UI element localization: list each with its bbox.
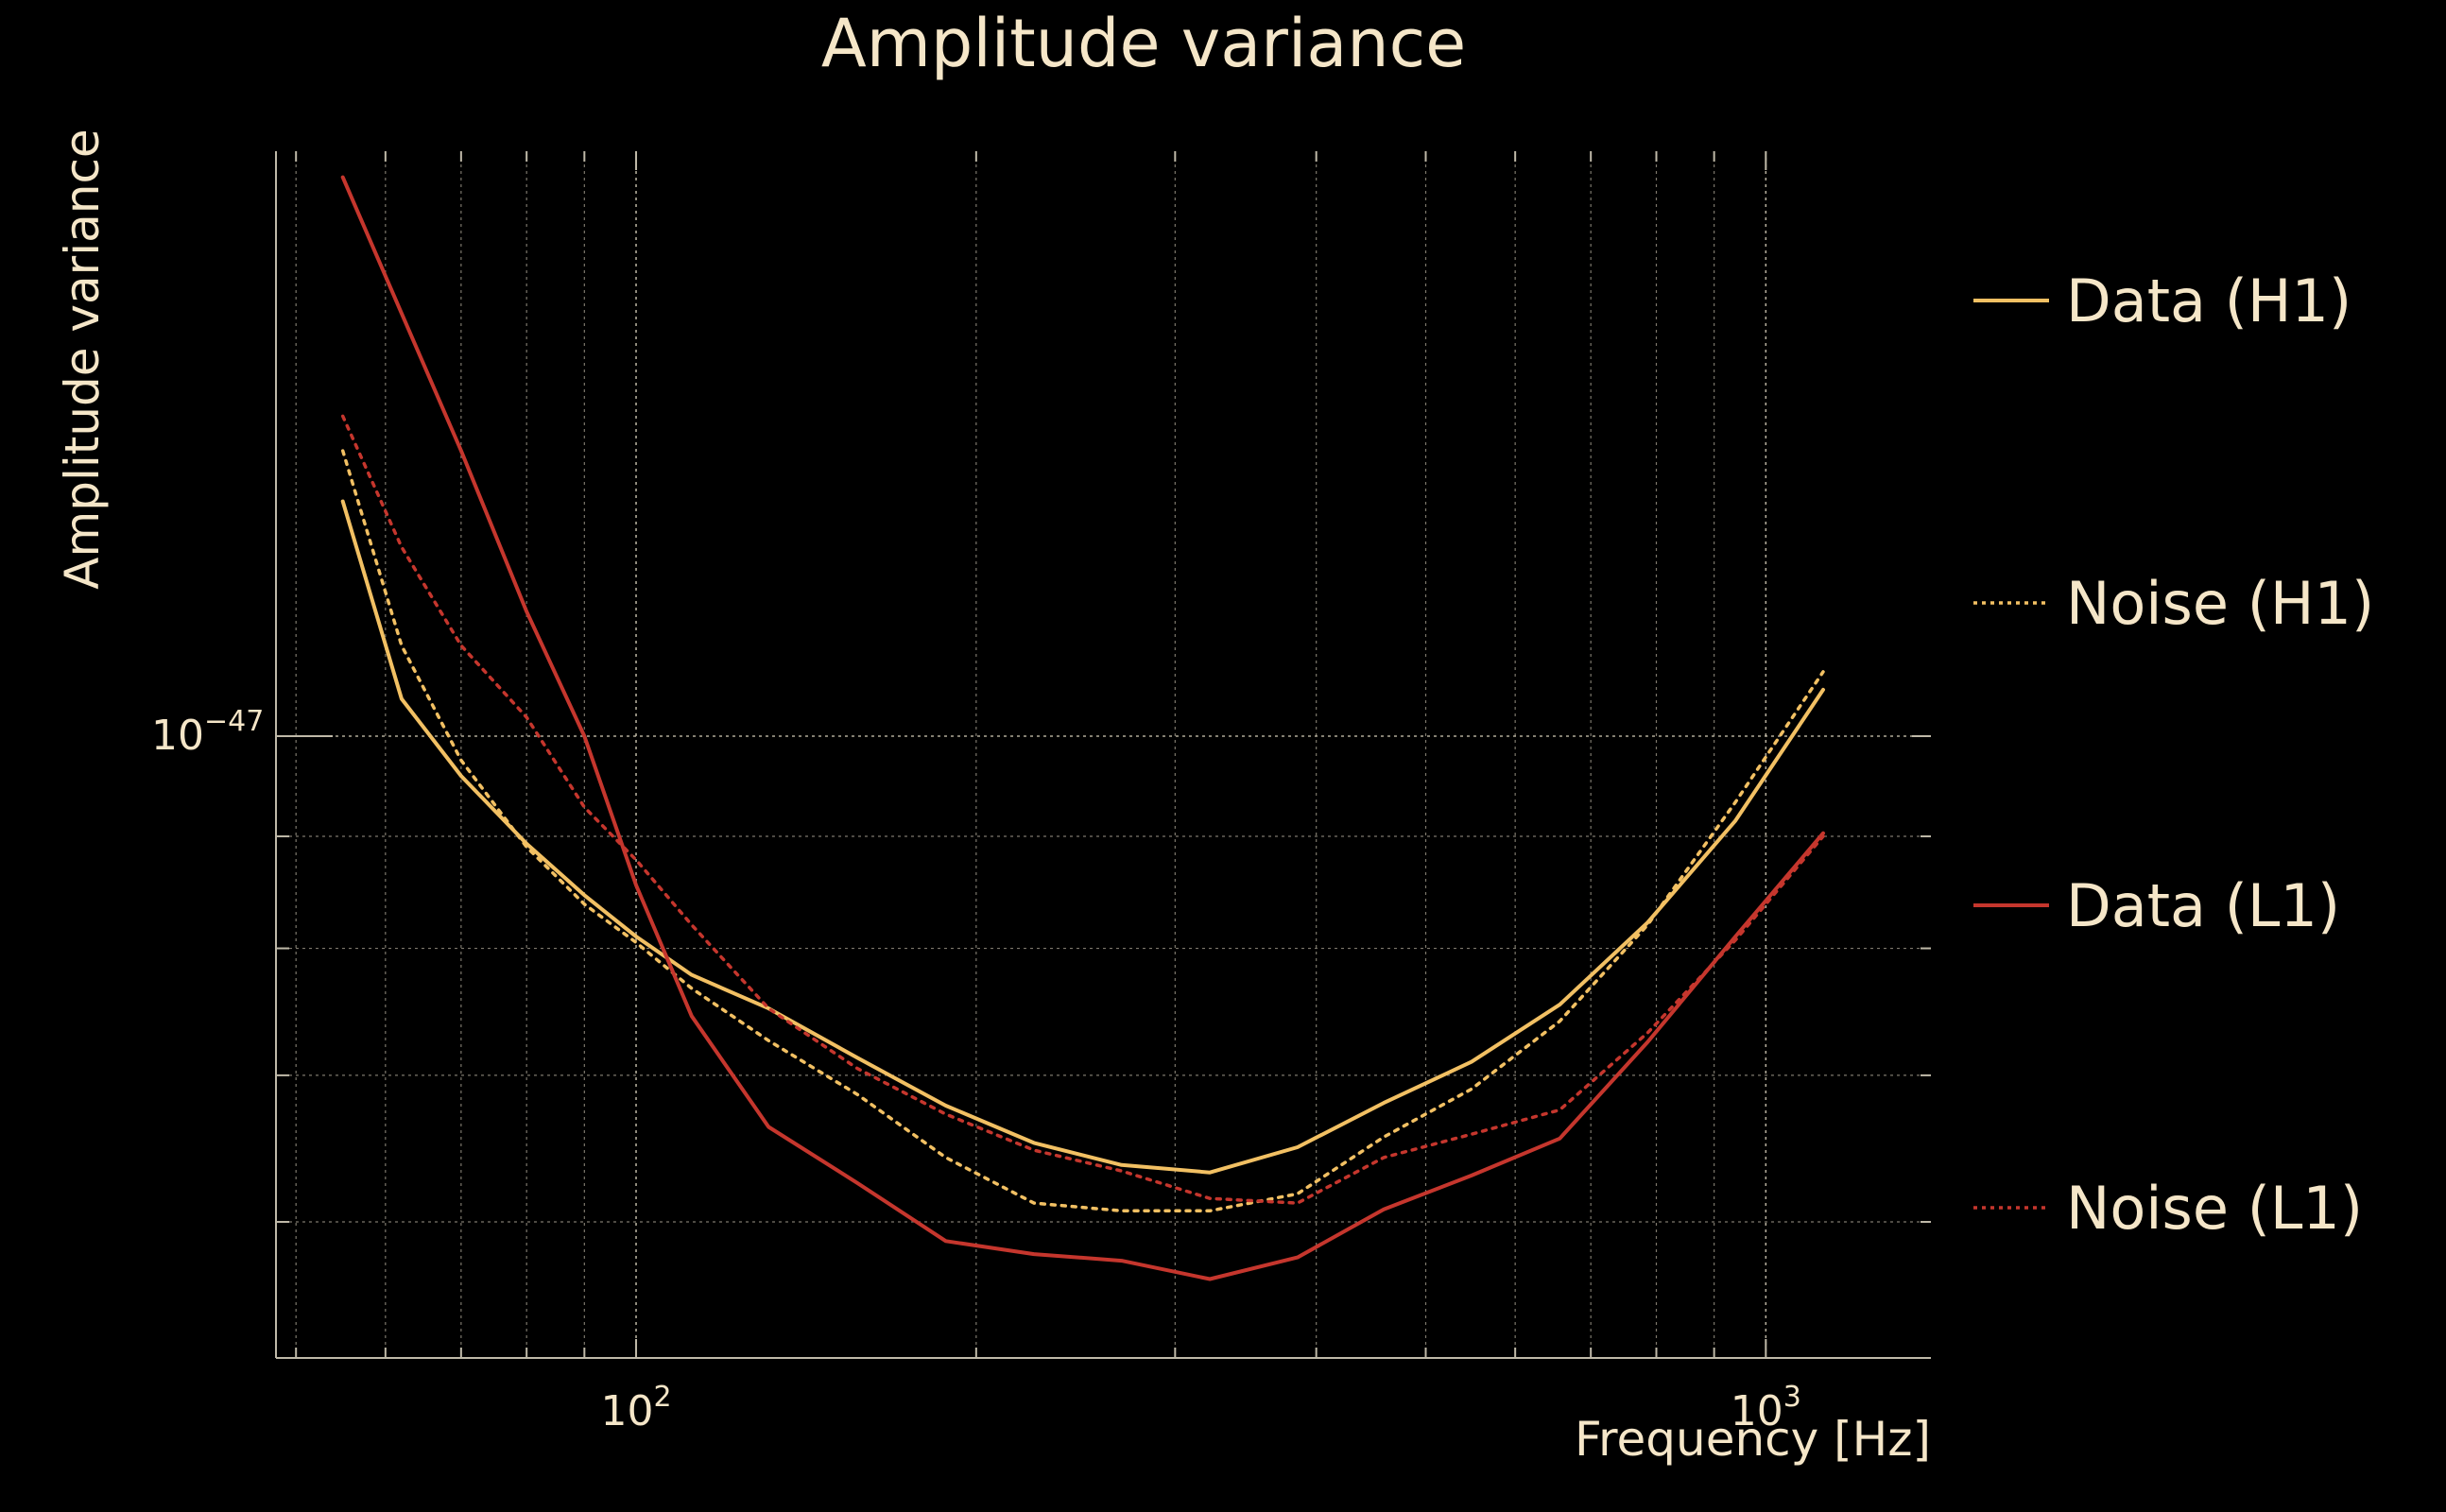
legend-label: Noise (H1) [2066, 569, 2374, 638]
legend-label: Noise (L1) [2066, 1174, 2363, 1243]
legend-entry-noise-h1: Noise (H1) [1973, 569, 2374, 638]
y-tick-label: 10−47 [151, 705, 264, 760]
legend-entry-noise-l1: Noise (L1) [1973, 1174, 2363, 1243]
x-axis-label: Frequency [Hz] [1575, 1412, 1931, 1467]
series-layer [340, 175, 1825, 1281]
legend-label: Data (L1) [2066, 871, 2340, 940]
series-line-data-h1 [340, 499, 1825, 1175]
chart-title: Amplitude variance [821, 5, 1466, 82]
y-axis-label: Amplitude variance [55, 129, 110, 589]
legend: Data (H1) Noise (H1) Data (L1) Noise (L1) [1973, 266, 2374, 1243]
series-line-data-l1 [340, 175, 1825, 1281]
series-line-noise-h1 [340, 449, 1825, 1213]
ticks-layer: 102 103 10−47 [151, 151, 1931, 1435]
series-line-noise-l1 [340, 414, 1825, 1205]
x-tick-label: 102 [600, 1381, 671, 1435]
x-tick-label: 103 [1731, 1381, 1801, 1435]
legend-entry-data-l1: Data (L1) [1973, 871, 2340, 940]
legend-label: Data (H1) [2066, 266, 2351, 335]
axes-layer [275, 151, 1931, 1359]
legend-entry-data-h1: Data (H1) [1973, 266, 2351, 335]
grid-layer [276, 151, 1931, 1358]
